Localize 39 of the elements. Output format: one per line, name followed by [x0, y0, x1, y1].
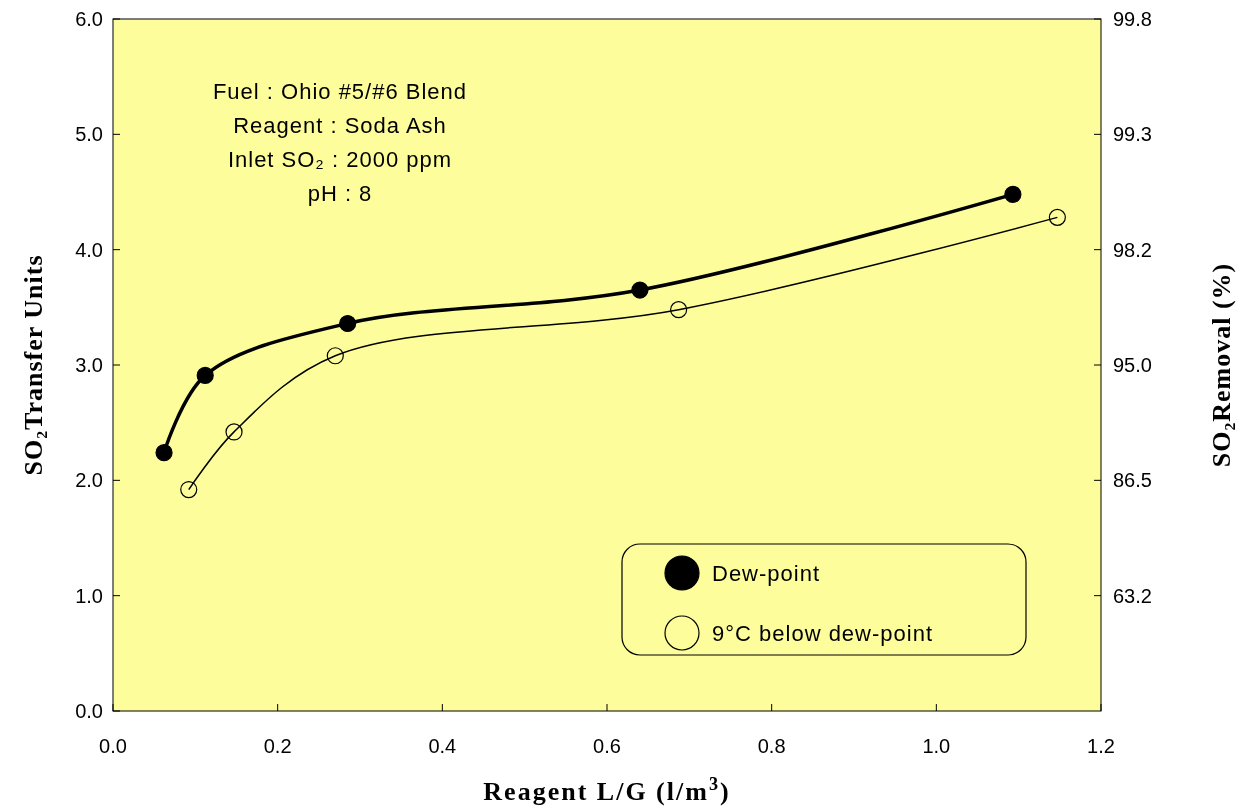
text: 95.0 [1113, 354, 1152, 376]
annotation: Fuel : Ohio #5/#6 Blend [212, 79, 468, 104]
x-tick-label: 0.4 [428, 735, 457, 757]
x-tick-label: 0.2 [263, 735, 292, 757]
y-tick-label: 4.0 [75, 238, 103, 261]
y-tick-label: 2.0 [75, 469, 103, 492]
y-tick-label: 0.0 [75, 700, 103, 722]
point [155, 444, 173, 462]
y-axis-title: SO₂Transfer Units [19, 254, 48, 476]
text: 86.5 [1113, 469, 1152, 492]
text: 99.3 [1113, 123, 1152, 146]
x-tick-label: 1.0 [922, 735, 951, 757]
point [326, 347, 344, 365]
text: 63.2 [1113, 584, 1152, 607]
point [339, 314, 357, 333]
point [631, 281, 649, 299]
annotation: Reagent : Soda Ash [233, 113, 447, 138]
annotation: pH : 8 [307, 181, 373, 206]
legend-label: 9°C below dew-point [712, 621, 934, 646]
point [225, 423, 243, 441]
point [670, 301, 688, 319]
annotation: Inlet SO₂ : 2000 ppm [227, 147, 453, 172]
x-tick-label: 0.0 [99, 735, 127, 757]
x-axis-title: Reagent L/G (l/m$^{3}$) [483, 774, 731, 806]
y2-axis-title: SO₂Removal (%) [1207, 262, 1236, 468]
y-tick-label: 5.0 [75, 123, 103, 146]
x-tick-label: 1.2 [1087, 735, 1115, 757]
point [1048, 208, 1066, 226]
legend-label: Dew-point [712, 561, 821, 586]
x-tick-label: 0.6 [593, 735, 621, 757]
text: 98.2 [1113, 238, 1152, 261]
text: 99.8 [1113, 8, 1152, 30]
y-tick-label: 6.0 [75, 8, 103, 30]
y-tick-label: 1.0 [75, 584, 103, 607]
point [180, 480, 198, 499]
x-tick-label: 0.8 [757, 735, 786, 757]
y-tick-label: 3.0 [75, 354, 103, 376]
point [196, 366, 214, 384]
point [1004, 185, 1022, 203]
